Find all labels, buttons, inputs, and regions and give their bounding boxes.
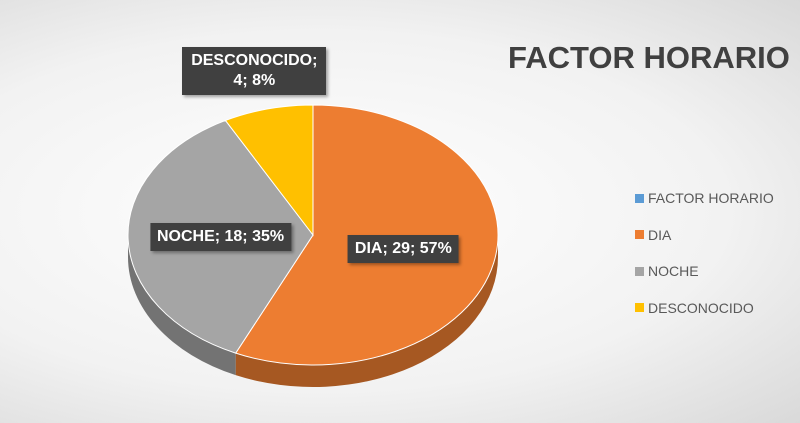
data-label: DESCONOCIDO; 4; 8% bbox=[182, 47, 327, 96]
legend-swatch bbox=[635, 230, 644, 239]
legend-swatch bbox=[635, 193, 644, 203]
slice-side bbox=[128, 235, 236, 376]
legend-label: NOCHE bbox=[648, 263, 699, 279]
slice bbox=[224, 104, 314, 237]
data-label: NOCHE; 18; 35% bbox=[149, 223, 292, 251]
data-label: DIA; 29; 57% bbox=[347, 234, 459, 263]
slice-side bbox=[235, 235, 498, 387]
legend-label: DIA bbox=[648, 226, 672, 243]
legend-item: DIA bbox=[635, 227, 671, 243]
legend-swatch bbox=[635, 303, 644, 312]
legend-item: NOCHE bbox=[635, 263, 699, 279]
legend-label: FACTOR HORARIO bbox=[648, 190, 774, 206]
chart-title: FACTOR HORARIO bbox=[508, 40, 790, 75]
legend-item: DESCONOCIDO bbox=[635, 300, 754, 316]
legend-label: DESCONOCIDO bbox=[648, 299, 754, 316]
legend-swatch bbox=[635, 266, 644, 276]
legend-item: FACTOR HORARIO bbox=[635, 190, 774, 206]
